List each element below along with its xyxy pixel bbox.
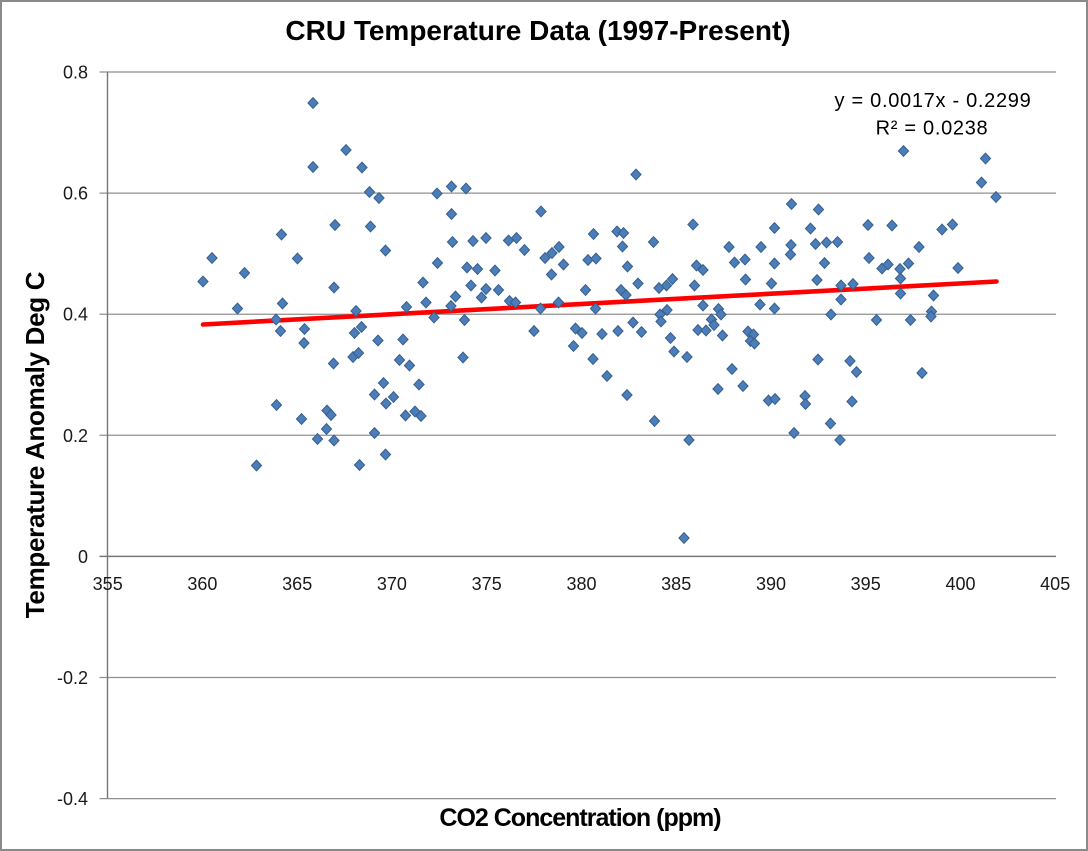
svg-text:405: 405: [1040, 574, 1070, 594]
svg-text:CRU Temperature Data (1997-Pre: CRU Temperature Data (1997-Present): [285, 15, 790, 46]
svg-text:395: 395: [851, 574, 881, 594]
svg-text:360: 360: [187, 574, 217, 594]
svg-text:-0.2: -0.2: [57, 668, 88, 688]
svg-text:0.6: 0.6: [63, 184, 88, 204]
svg-text:Temperature Anomaly Deg C: Temperature Anomaly Deg C: [20, 271, 50, 618]
svg-text:390: 390: [756, 574, 786, 594]
svg-text:365: 365: [282, 574, 312, 594]
svg-text:0.2: 0.2: [63, 426, 88, 446]
svg-text:CO2 Concentration (ppm): CO2 Concentration (ppm): [439, 804, 721, 832]
svg-text:y = 0.0017x - 0.2299: y = 0.0017x - 0.2299: [835, 90, 1032, 112]
svg-text:380: 380: [566, 574, 596, 594]
svg-text:355: 355: [93, 574, 123, 594]
svg-text:-0.4: -0.4: [57, 789, 88, 809]
svg-text:385: 385: [661, 574, 691, 594]
svg-text:0.4: 0.4: [63, 305, 88, 325]
svg-text:400: 400: [945, 574, 975, 594]
svg-text:0: 0: [78, 547, 88, 567]
svg-text:R² = 0.0238: R² = 0.0238: [876, 118, 989, 140]
svg-text:0.8: 0.8: [63, 63, 88, 83]
svg-text:375: 375: [472, 574, 502, 594]
svg-text:370: 370: [377, 574, 407, 594]
